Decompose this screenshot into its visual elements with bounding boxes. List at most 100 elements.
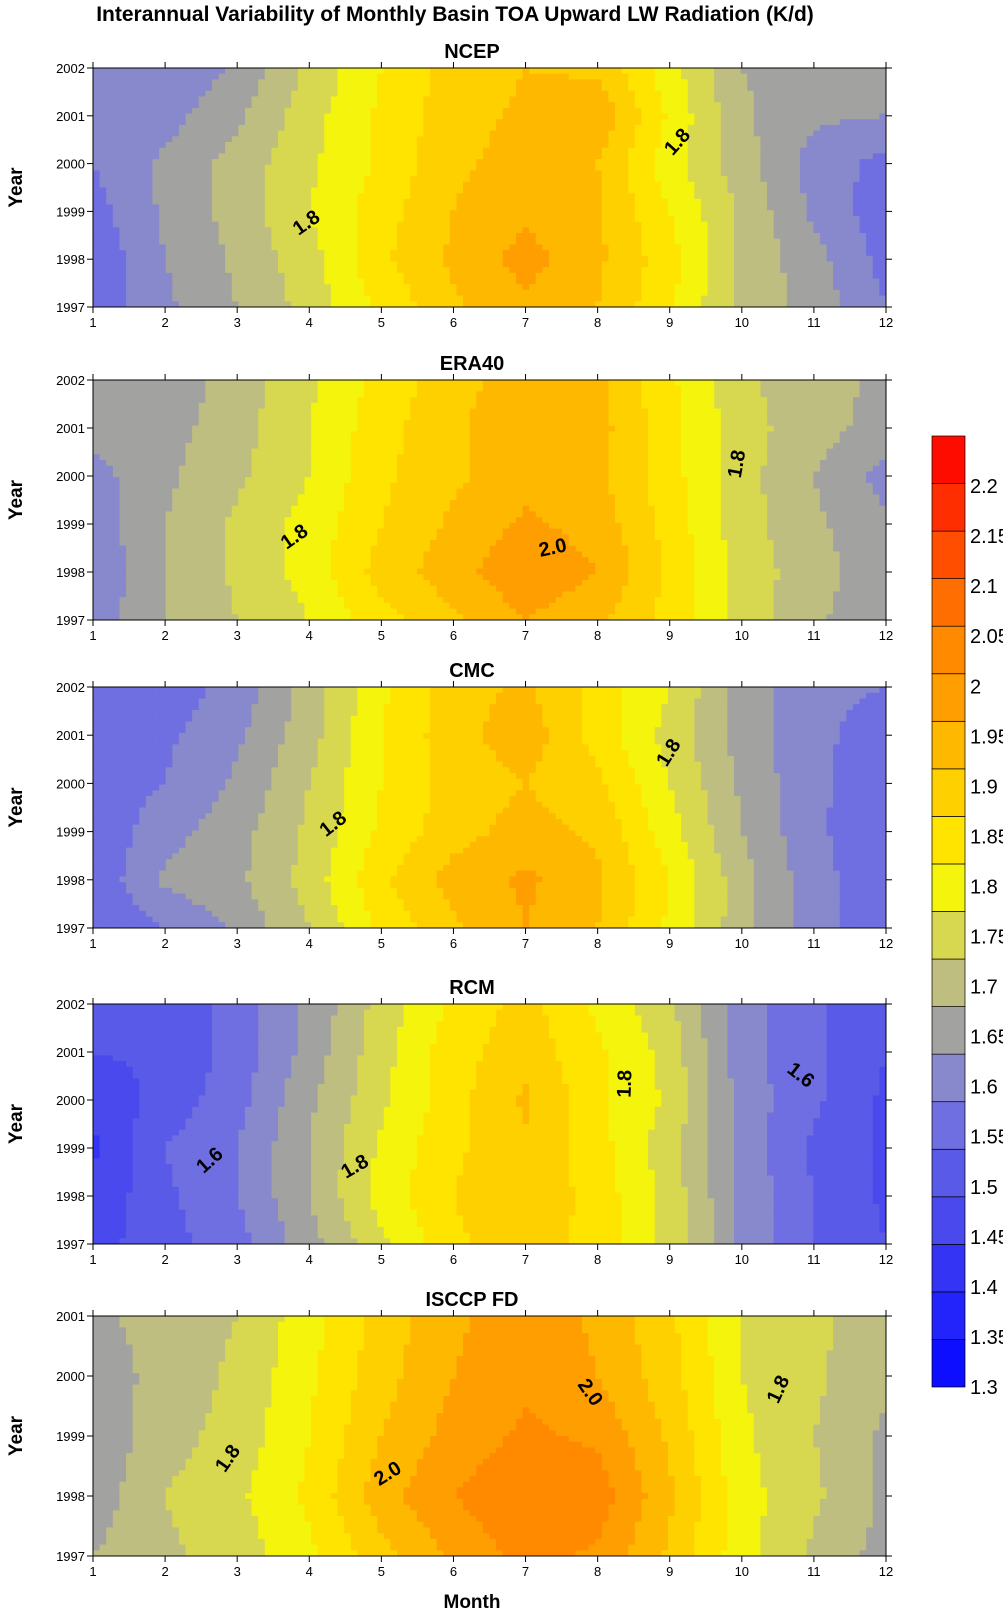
contour-cell bbox=[852, 193, 861, 200]
contour-cell bbox=[522, 73, 530, 80]
contour-cell bbox=[238, 267, 246, 274]
contour-cell bbox=[562, 244, 570, 251]
contour-cell bbox=[416, 181, 425, 189]
contour-cell bbox=[469, 187, 477, 194]
contour-cell bbox=[760, 159, 768, 166]
contour-cell bbox=[225, 102, 233, 109]
contour-cell bbox=[720, 164, 728, 172]
contour-cell bbox=[535, 164, 543, 172]
contour-cell bbox=[548, 244, 557, 251]
contour-cell bbox=[608, 107, 616, 115]
contour-cell bbox=[872, 255, 880, 263]
contour-cell bbox=[515, 187, 524, 194]
contour-cell bbox=[562, 181, 570, 189]
contour-cell bbox=[727, 187, 735, 194]
contour-cell bbox=[681, 267, 689, 274]
contour-cell bbox=[806, 289, 814, 297]
contour-cell bbox=[846, 119, 854, 126]
contour-cell bbox=[436, 113, 444, 120]
contour-cell bbox=[390, 170, 398, 177]
contour-cell bbox=[489, 107, 497, 115]
contour-cell bbox=[377, 176, 385, 183]
contour-cell bbox=[800, 204, 808, 211]
contour-cell bbox=[819, 130, 828, 137]
contour-cell bbox=[93, 250, 101, 257]
contour-cell bbox=[800, 119, 808, 126]
contour-cell bbox=[773, 289, 781, 297]
contour-cell bbox=[449, 164, 458, 172]
contour-cell bbox=[714, 295, 722, 302]
contour-cell bbox=[390, 73, 398, 80]
contour-cell bbox=[152, 272, 160, 280]
contour-cell bbox=[859, 238, 867, 245]
contour-cell bbox=[126, 301, 134, 307]
contour-cell bbox=[152, 261, 160, 268]
contour-cell bbox=[152, 289, 160, 297]
contour-cell bbox=[291, 170, 299, 177]
contour-cell bbox=[872, 198, 880, 206]
contour-cell bbox=[548, 250, 557, 257]
contour-cell bbox=[773, 261, 781, 268]
contour-cell bbox=[370, 272, 378, 280]
contour-cell bbox=[489, 193, 497, 200]
contour-cell bbox=[707, 176, 715, 183]
contour-cell bbox=[159, 176, 167, 183]
contour-cell bbox=[350, 170, 358, 177]
contour-cell bbox=[357, 210, 365, 217]
contour-cell bbox=[311, 267, 319, 274]
contour-cell bbox=[826, 193, 834, 200]
contour-cell bbox=[568, 284, 577, 291]
contour-cell bbox=[284, 272, 292, 280]
contour-cell bbox=[595, 233, 603, 240]
contour-cell bbox=[99, 255, 107, 263]
contour-cell bbox=[185, 238, 193, 245]
contour-cell bbox=[430, 250, 438, 257]
contour-cell bbox=[489, 244, 497, 251]
contour-cell bbox=[377, 96, 385, 103]
contour-cell bbox=[132, 227, 140, 234]
contour-cell bbox=[350, 272, 358, 280]
contour-cell bbox=[740, 255, 748, 263]
contour-cell bbox=[872, 130, 880, 137]
contour-cell bbox=[317, 272, 325, 280]
contour-cell bbox=[714, 119, 722, 126]
contour-cell bbox=[740, 176, 748, 183]
contour-cell bbox=[529, 284, 537, 291]
contour-cell bbox=[496, 238, 504, 245]
contour-cell bbox=[872, 193, 880, 200]
contour-cell bbox=[859, 193, 867, 200]
contour-cell bbox=[806, 301, 814, 307]
contour-cell bbox=[509, 170, 517, 177]
contour-cell bbox=[291, 244, 299, 251]
contour-cell bbox=[833, 221, 841, 228]
contour-cell bbox=[760, 198, 768, 206]
contour-cell bbox=[178, 227, 187, 234]
contour-cell bbox=[284, 85, 292, 92]
contour-cell bbox=[780, 113, 788, 120]
contour-cell bbox=[674, 130, 682, 137]
contour-cell bbox=[727, 193, 735, 200]
contour-cell bbox=[396, 170, 405, 177]
contour-cell bbox=[767, 153, 775, 160]
contour-cell bbox=[278, 193, 286, 200]
contour-cell bbox=[324, 68, 332, 75]
contour-cell bbox=[99, 284, 107, 291]
contour-cell bbox=[119, 79, 127, 86]
contour-cell bbox=[839, 193, 847, 200]
contour-cell bbox=[178, 272, 187, 280]
contour-cell bbox=[278, 210, 286, 217]
contour-cell bbox=[423, 147, 431, 154]
contour-cell bbox=[582, 170, 590, 177]
contour-cell bbox=[747, 170, 755, 177]
contour-cell bbox=[548, 176, 557, 183]
contour-cell bbox=[548, 68, 557, 75]
contour-cell bbox=[601, 244, 610, 251]
contour-cell bbox=[852, 113, 861, 120]
contour-cell bbox=[628, 159, 636, 166]
contour-cell bbox=[582, 176, 590, 183]
contour-cell bbox=[515, 193, 524, 200]
contour-cell bbox=[833, 187, 841, 194]
contour-cell bbox=[515, 119, 524, 126]
contour-cell bbox=[806, 136, 814, 143]
contour-cell bbox=[159, 278, 167, 285]
